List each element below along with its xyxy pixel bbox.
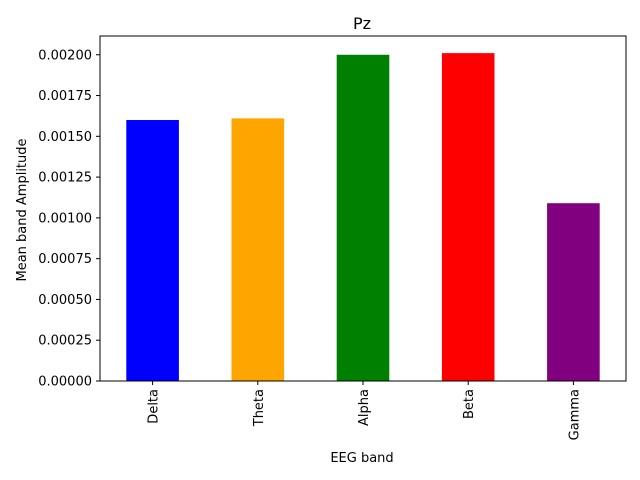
x-tick-label: Beta — [462, 389, 477, 419]
y-tick-label: 0.00050 — [38, 293, 92, 308]
y-tick-label: 0.00150 — [38, 130, 92, 145]
bars-group — [126, 53, 600, 382]
y-tick-label: 0.00175 — [38, 89, 92, 104]
bar-alpha — [336, 54, 390, 382]
y-tick-label: 0.00100 — [38, 211, 92, 226]
bar-delta — [126, 120, 179, 382]
chart-title: Pz — [353, 14, 371, 33]
x-tick-label: Gamma — [567, 389, 582, 440]
bar-beta — [441, 53, 495, 382]
bar-theta — [231, 118, 285, 381]
y-tick-label: 0.00200 — [38, 48, 92, 63]
y-axis-label: Mean band Amplitude — [15, 138, 30, 281]
y-tick-label: 0.00125 — [38, 171, 92, 186]
x-tick-label: Theta — [252, 389, 267, 427]
y-tick-label: 0.00075 — [38, 252, 92, 267]
plot-frame — [99, 35, 627, 382]
bar-gamma — [547, 203, 600, 381]
x-tick-label: Alpha — [357, 389, 372, 426]
x-axis: Delta Theta Alpha Beta Gamma — [147, 381, 582, 440]
x-axis-label: EEG band — [330, 451, 393, 466]
x-tick-label: Delta — [147, 389, 162, 424]
y-tick-label: 0.00000 — [38, 375, 92, 390]
y-tick-label: 0.00025 — [38, 334, 92, 349]
y-axis: 0.00000 0.00025 0.00050 0.00075 0.00100 0.001… — [38, 48, 100, 390]
